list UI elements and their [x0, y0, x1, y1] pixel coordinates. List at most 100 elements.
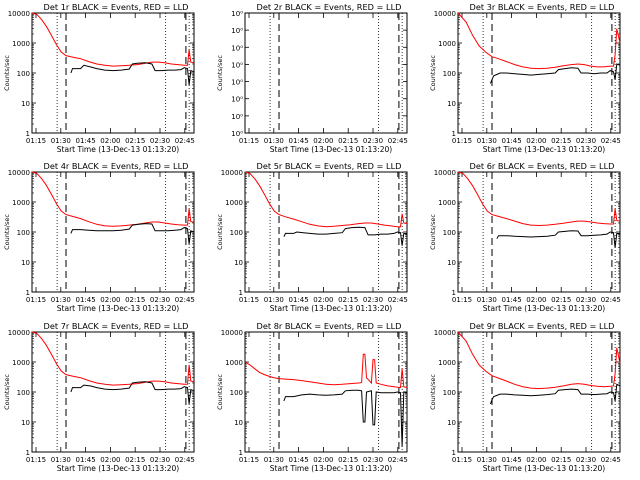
y-tick-label: 10⁰ — [231, 61, 243, 69]
x-tick-label: 01:15 — [452, 137, 472, 145]
y-tick-label: 10⁰ — [231, 44, 243, 52]
y-tick-label: 100 — [230, 229, 243, 237]
y-tick-label: 10 — [447, 100, 456, 108]
x-tick-label: 01:15 — [452, 456, 472, 464]
x-tick-label: 01:30 — [264, 296, 284, 304]
y-tick-label: 10 — [234, 419, 243, 427]
lld-series-line — [457, 331, 621, 390]
panel-title: Det 7r BLACK = Events, RED = LLD — [44, 321, 189, 331]
events-series-line — [489, 63, 621, 84]
x-tick-label: 02:30 — [363, 137, 383, 145]
y-tick-label: 100 — [443, 389, 456, 397]
x-tick-label: 02:15 — [125, 296, 145, 304]
x-tick-label: 02:15 — [338, 296, 358, 304]
x-tick-label: 01:15 — [452, 296, 472, 304]
x-tick-label: 02:00 — [100, 137, 120, 145]
y-axis-label: Counts/sec — [216, 214, 224, 250]
y-tick-label: 100 — [17, 389, 30, 397]
y-tick-label: 10⁰ — [231, 96, 243, 104]
detector-panel-8: Det 8r BLACK = Events, RED = LLD 1 10 100 10… — [216, 321, 408, 473]
y-tick-label: 100 — [230, 389, 243, 397]
x-tick-label: 02:30 — [150, 456, 170, 464]
x-tick-label: 02:00 — [526, 296, 546, 304]
events-series-line — [70, 223, 195, 244]
x-tick-label: 01:45 — [502, 296, 522, 304]
x-tick-label: 02:45 — [175, 137, 195, 145]
x-tick-label: 01:30 — [51, 137, 71, 145]
y-tick-label: 1000 — [225, 199, 243, 207]
lld-series-line — [457, 12, 621, 70]
x-tick-label: 02:15 — [125, 456, 145, 464]
x-tick-label: 01:30 — [264, 456, 284, 464]
x-tick-label: 02:15 — [551, 137, 571, 145]
y-tick-label: 1 — [239, 449, 243, 457]
x-tick-label: 02:00 — [313, 137, 333, 145]
y-tick-label: 10000 — [8, 10, 30, 18]
x-axis-label: Start Time (13-Dec-13 01:13:20) — [57, 464, 179, 473]
y-tick-label: 1 — [452, 130, 456, 138]
x-tick-label: 02:15 — [338, 137, 358, 145]
y-tick-label: 1 — [26, 449, 30, 457]
x-tick-label: 01:45 — [502, 456, 522, 464]
x-tick-label: 01:45 — [76, 296, 96, 304]
events-series-line — [283, 226, 408, 246]
y-axis-label: Counts/sec — [3, 214, 11, 250]
detector-panel-5: Det 5r BLACK = Events, RED = LLD 1 10 100 10… — [216, 161, 408, 313]
x-tick-label: 01:30 — [477, 296, 497, 304]
x-axis-label: Start Time (13-Dec-13 01:13:20) — [270, 464, 392, 473]
plot-frame — [244, 12, 408, 134]
y-axis-label: Counts/sec — [3, 374, 11, 410]
y-tick-label: 100 — [443, 229, 456, 237]
y-tick-label: 10000 — [434, 10, 456, 18]
x-tick-label: 02:45 — [175, 296, 195, 304]
x-tick-label: 02:30 — [576, 456, 596, 464]
x-tick-label: 02:45 — [175, 456, 195, 464]
y-tick-label: 1000 — [438, 40, 456, 48]
x-tick-label: 01:45 — [289, 456, 309, 464]
lld-series-line — [31, 171, 195, 227]
y-tick-label: 100 — [443, 70, 456, 78]
detector-panel-3: Det 3r BLACK = Events, RED = LLD 1 10 100 10… — [429, 2, 621, 154]
x-tick-label: 01:15 — [26, 137, 46, 145]
y-tick-label: 1000 — [438, 359, 456, 367]
y-tick-label: 1000 — [225, 359, 243, 367]
events-series-line — [70, 381, 195, 404]
y-tick-label: 1 — [452, 289, 456, 297]
panel-title: Det 3r BLACK = Events, RED = LLD — [470, 2, 615, 12]
x-tick-label: 02:45 — [388, 456, 408, 464]
y-tick-label: 1 — [239, 289, 243, 297]
x-tick-label: 02:15 — [125, 137, 145, 145]
x-tick-label: 02:15 — [551, 456, 571, 464]
y-tick-label: 100 — [17, 70, 30, 78]
x-tick-label: 02:00 — [526, 456, 546, 464]
y-tick-label: 1 — [452, 449, 456, 457]
x-tick-label: 02:30 — [363, 456, 383, 464]
x-tick-label: 01:45 — [502, 137, 522, 145]
x-axis-label: Start Time (13-Dec-13 01:13:20) — [483, 304, 605, 313]
x-tick-label: 02:45 — [601, 137, 621, 145]
x-tick-label: 02:00 — [313, 456, 333, 464]
x-tick-label: 01:30 — [477, 456, 497, 464]
y-tick-label: 10⁰ — [231, 79, 243, 87]
detector-panel-7: Det 7r BLACK = Events, RED = LLD 1 10 100 10… — [3, 321, 195, 473]
y-tick-label: 10000 — [221, 169, 243, 177]
y-tick-label: 10000 — [221, 329, 243, 337]
y-tick-label: 10⁰ — [231, 27, 243, 35]
x-tick-label: 02:00 — [100, 296, 120, 304]
lld-series-line — [31, 12, 195, 67]
y-tick-label: 1 — [26, 130, 30, 138]
y-tick-label: 10 — [21, 100, 30, 108]
x-tick-label: 01:15 — [239, 456, 259, 464]
panel-title: Det 4r BLACK = Events, RED = LLD — [44, 161, 189, 171]
x-tick-label: 02:45 — [601, 456, 621, 464]
x-tick-label: 02:30 — [150, 296, 170, 304]
y-axis-label: Counts/sec — [429, 55, 437, 91]
lld-series-line — [31, 331, 195, 386]
y-tick-label: 10⁰ — [231, 10, 243, 18]
x-tick-label: 01:45 — [289, 296, 309, 304]
x-tick-label: 02:15 — [551, 296, 571, 304]
lld-series-line — [457, 171, 621, 227]
x-tick-label: 02:00 — [526, 137, 546, 145]
